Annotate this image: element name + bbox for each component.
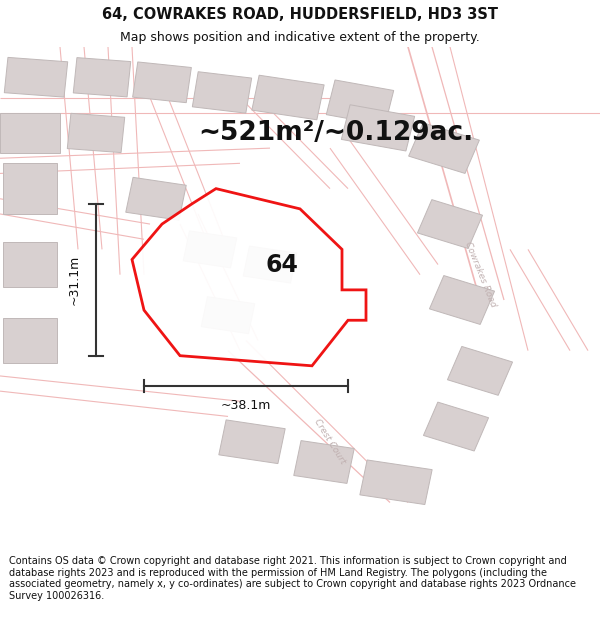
Polygon shape [132, 189, 366, 366]
Polygon shape [3, 163, 57, 214]
Text: Map shows position and indicative extent of the property.: Map shows position and indicative extent… [120, 31, 480, 44]
Polygon shape [219, 420, 285, 464]
Text: 64: 64 [266, 253, 298, 276]
Polygon shape [3, 318, 57, 363]
Text: ~38.1m: ~38.1m [221, 399, 271, 412]
Polygon shape [448, 346, 512, 396]
Polygon shape [360, 460, 432, 504]
Text: Contains OS data © Crown copyright and database right 2021. This information is : Contains OS data © Crown copyright and d… [9, 556, 576, 601]
Polygon shape [326, 80, 394, 125]
Polygon shape [243, 246, 297, 283]
Polygon shape [430, 276, 494, 324]
Text: ~521m²/~0.129ac.: ~521m²/~0.129ac. [198, 120, 473, 146]
Polygon shape [193, 72, 251, 113]
Polygon shape [3, 242, 57, 288]
Polygon shape [0, 112, 60, 153]
Text: Crest Court: Crest Court [313, 418, 347, 466]
Polygon shape [126, 177, 186, 220]
Polygon shape [73, 58, 131, 97]
Polygon shape [418, 199, 482, 249]
Polygon shape [4, 58, 68, 97]
Polygon shape [409, 123, 479, 173]
Polygon shape [201, 297, 255, 334]
Text: Cowrakes Road: Cowrakes Road [463, 241, 497, 309]
Polygon shape [133, 62, 191, 102]
Polygon shape [252, 75, 324, 120]
Polygon shape [183, 231, 237, 268]
Polygon shape [294, 441, 354, 483]
Text: ~31.1m: ~31.1m [68, 254, 81, 305]
Text: 64, COWRAKES ROAD, HUDDERSFIELD, HD3 3ST: 64, COWRAKES ROAD, HUDDERSFIELD, HD3 3ST [102, 6, 498, 21]
Polygon shape [424, 402, 488, 451]
Polygon shape [341, 105, 415, 151]
Polygon shape [67, 113, 125, 152]
